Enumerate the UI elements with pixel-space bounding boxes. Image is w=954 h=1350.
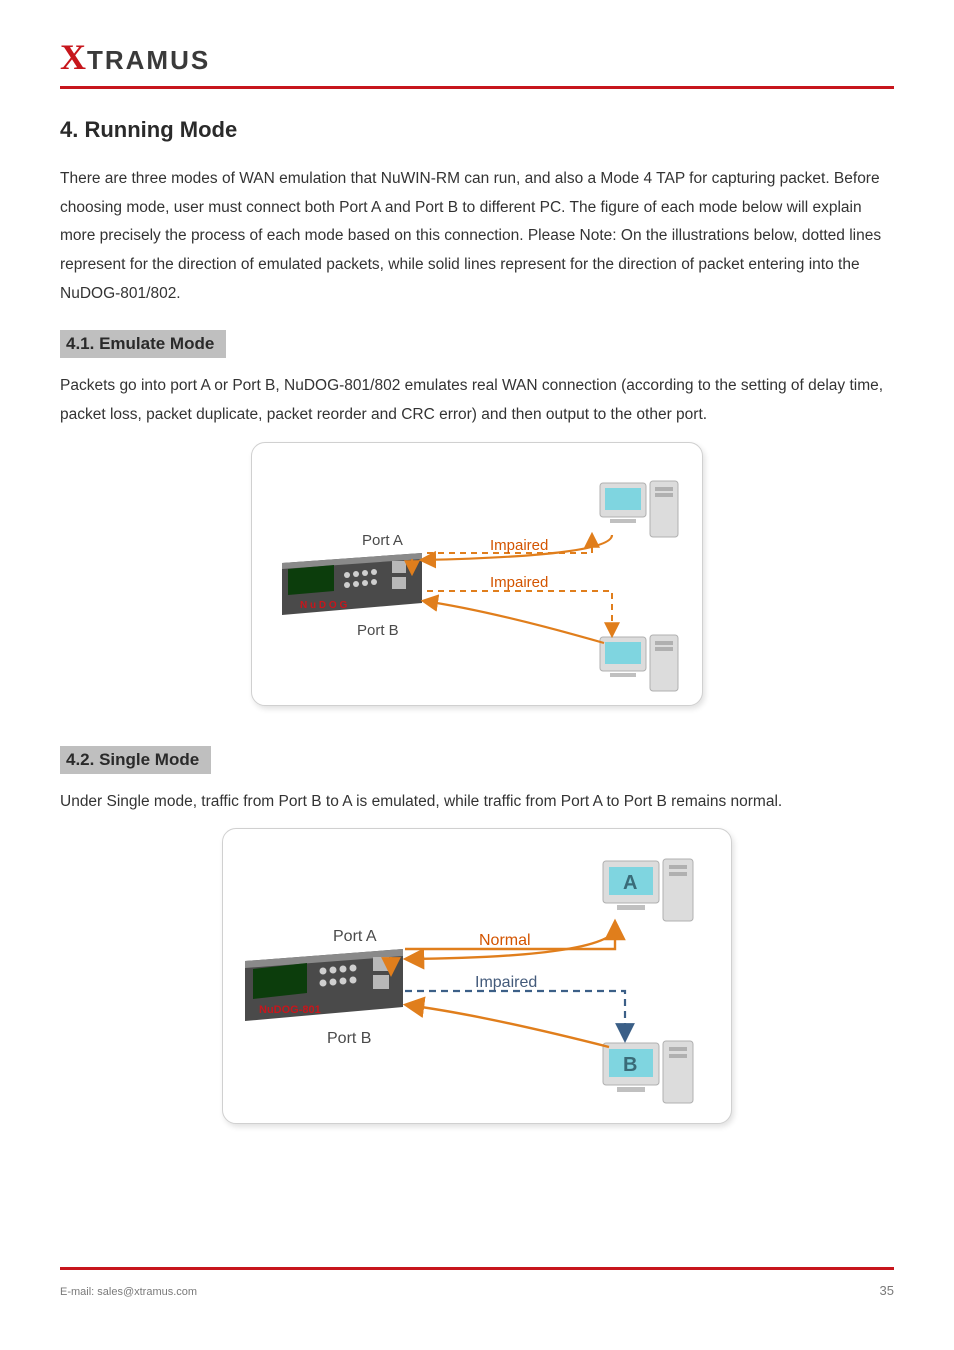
svg-text:NuDOG-801: NuDOG-801 <box>259 1004 321 1016</box>
port-a-label: Port A <box>362 532 403 549</box>
impaired-label: Impaired <box>475 974 537 991</box>
pc-b-icon: B <box>603 1041 693 1103</box>
port-b-label: Port B <box>327 1030 371 1047</box>
page-title: 4. Running Mode <box>60 117 894 143</box>
section-heading-single: 4.2. Single Mode <box>60 746 211 774</box>
device-icon: NuDOG-801 <box>245 949 403 1021</box>
diagram-single-mode: NuDOG-801 Port A Port B A <box>222 828 732 1124</box>
impaired-label-top: Impaired <box>490 537 548 554</box>
port-b-label: Port B <box>357 622 399 639</box>
pc-bottom-icon <box>600 635 678 691</box>
emulate-paragraph: Packets go into port A or Port B, NuDOG-… <box>60 372 894 429</box>
footer-rule <box>60 1267 894 1270</box>
single-paragraph: Under Single mode, traffic from Port B t… <box>60 788 894 817</box>
diagram-emulate-mode: N u D O G Port A Port B <box>251 442 703 706</box>
page-number: 35 <box>880 1283 894 1298</box>
brand-logo: X TRAMUS <box>60 36 894 78</box>
svg-text:N u D O G: N u D O G <box>300 600 347 611</box>
footer-email: E-mail: sales@xtramus.com <box>60 1286 197 1298</box>
pc-b-letter: B <box>623 1054 637 1076</box>
impaired-label-bot: Impaired <box>490 574 548 591</box>
pc-a-letter: A <box>623 872 637 894</box>
section-heading-emulate: 4.1. Emulate Mode <box>60 330 226 358</box>
device-icon: N u D O G <box>282 553 422 615</box>
logo-x: X <box>60 36 85 78</box>
logo-text: TRAMUS <box>87 45 210 76</box>
header-rule <box>60 86 894 89</box>
intro-paragraph: There are three modes of WAN emulation t… <box>60 165 894 308</box>
pc-a-icon: A <box>603 859 693 921</box>
pc-top-icon <box>600 481 678 537</box>
normal-label: Normal <box>479 932 531 949</box>
port-a-label: Port A <box>333 928 377 945</box>
